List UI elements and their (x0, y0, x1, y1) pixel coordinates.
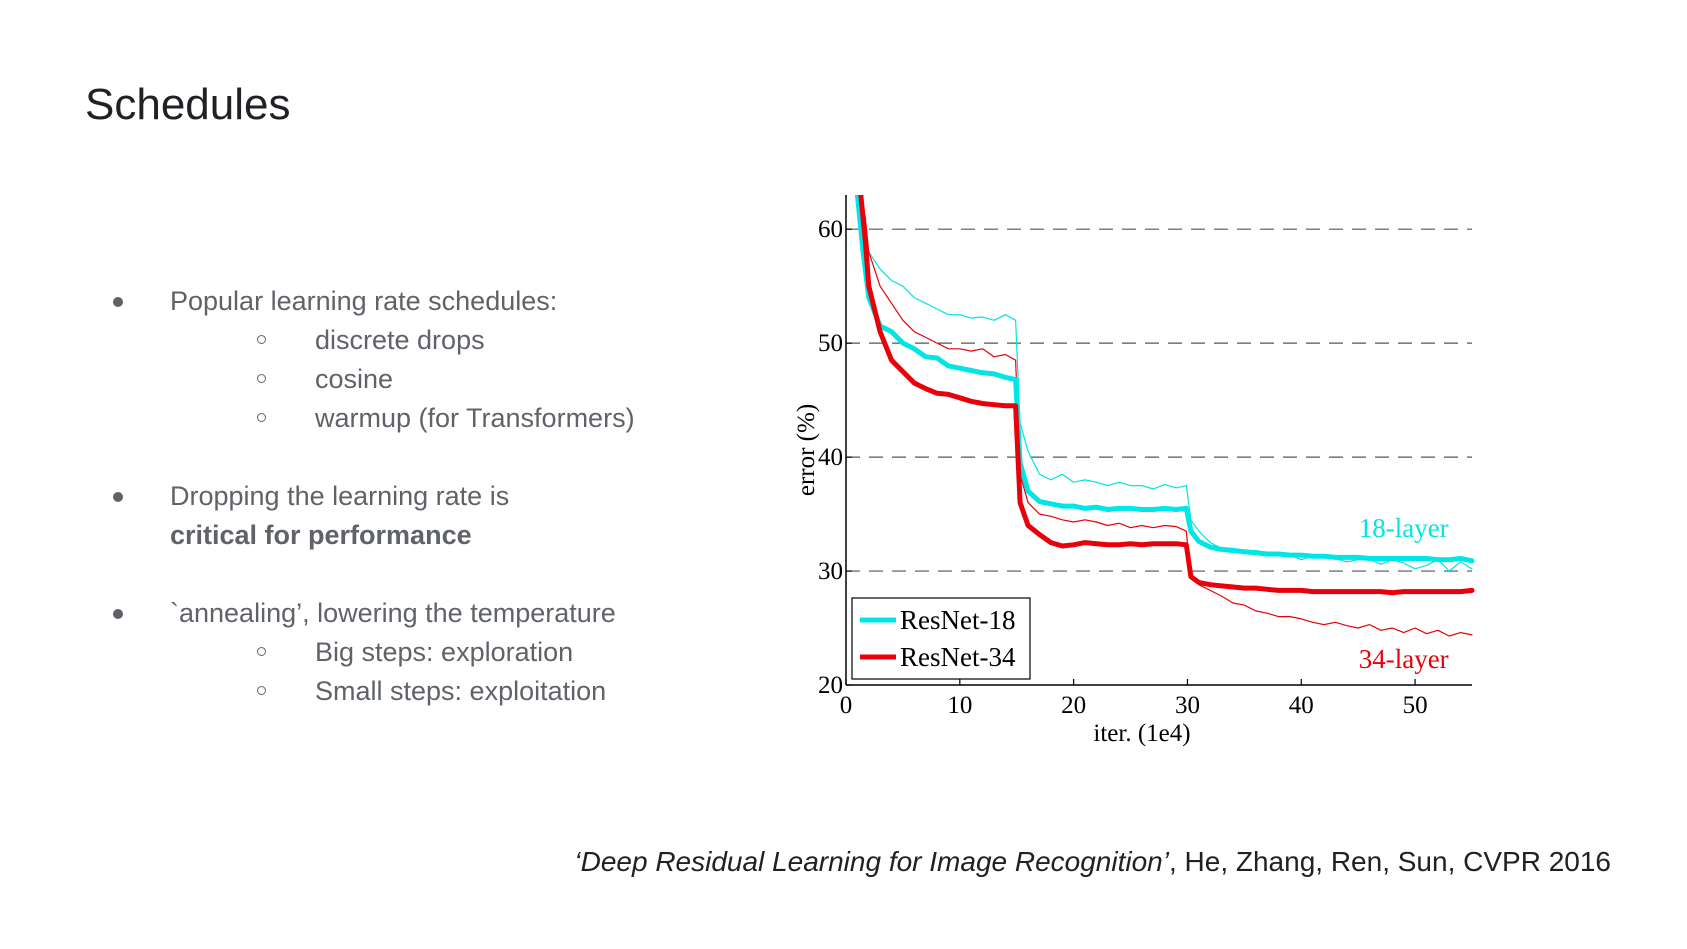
bullet-dot-icon (113, 609, 123, 619)
bullet-item: Dropping the learning rate is critical f… (110, 477, 750, 555)
bullet-item: Popular learning rate schedules: discret… (110, 282, 750, 438)
thin-series-line (860, 195, 1473, 637)
y-tick-label: 40 (818, 444, 843, 471)
sub-bullet-item: cosine (170, 360, 750, 399)
y-tick-label: 30 (818, 558, 843, 585)
y-tick-label: 60 (818, 216, 843, 243)
series-annotation-label: 34-layer (1359, 644, 1449, 674)
x-tick-label: 30 (1175, 692, 1200, 719)
sub-bullet-item: discrete drops (170, 321, 750, 360)
chart-legend: ResNet-18 ResNet-34 (851, 597, 1031, 680)
tick-labels: 20 30 40 50 60 0 10 20 30 40 50 (818, 216, 1428, 719)
hollow-circle-icon (257, 686, 266, 695)
y-axis-label: error (%) (793, 404, 820, 496)
hollow-circle-icon (257, 413, 266, 422)
x-axis-label: iter. (1e4) (1093, 720, 1190, 747)
citation-authors: , He, Zhang, Ren, Sun, CVPR 2016 (1168, 846, 1611, 877)
sub-bullet-text: discrete drops (315, 325, 485, 355)
training-error-chart: 20 30 40 50 60 0 10 20 30 40 50 iter. (1e4) error … (775, 195, 1610, 765)
legend-label: ResNet-34 (900, 642, 1016, 672)
y-tick-label: 50 (818, 330, 843, 357)
thin-series-lines (856, 195, 1473, 637)
series-line (854, 195, 1475, 564)
bullet-list: Popular learning rate schedules: discret… (110, 282, 750, 711)
legend-box (851, 597, 1031, 680)
axes (845, 195, 1472, 686)
sub-bullet-text: warmup (for Transformers) (315, 403, 635, 433)
bullet-dot-icon (113, 297, 123, 307)
sub-bullet-item: Big steps: exploration (170, 633, 750, 672)
bullet-item: `annealing’, lowering the temperature Bi… (110, 594, 750, 711)
sub-bullet-text: Small steps: exploitation (315, 676, 607, 706)
thick-series-lines (854, 195, 1475, 596)
chart-svg: 20 30 40 50 60 0 10 20 30 40 50 iter. (1e4) error … (793, 195, 1475, 747)
y-tick-label: 20 (818, 672, 843, 699)
bullet-text: Popular learning rate schedules: (170, 286, 558, 316)
sub-bullet-text: cosine (315, 364, 394, 394)
sub-bullet-item: Small steps: exploitation (170, 672, 750, 711)
citation: ‘Deep Residual Learning for Image Recogn… (574, 846, 1611, 878)
series-annotation-label: 18-layer (1359, 513, 1449, 543)
x-tick-label: 40 (1289, 692, 1314, 719)
slide-title: Schedules (85, 80, 291, 129)
hollow-circle-icon (257, 335, 266, 344)
grid-lines (846, 228, 1472, 572)
x-tick-label: 10 (947, 692, 972, 719)
citation-paper-title: ‘Deep Residual Learning for Image Recogn… (574, 846, 1169, 877)
bullet-text: Dropping the learning rate is (170, 481, 510, 511)
x-tick-label: 0 (840, 692, 853, 719)
series-line (858, 195, 1475, 596)
bullet-text: `annealing’, lowering the temperature (170, 598, 616, 628)
x-tick-label: 50 (1403, 692, 1428, 719)
sub-bullet-text: Big steps: exploration (315, 637, 574, 667)
bullet-bold-text: critical for performance (170, 520, 472, 550)
series-annotations: 18-layer 34-layer (1359, 513, 1449, 674)
hollow-circle-icon (257, 647, 266, 656)
legend-label: ResNet-18 (900, 605, 1015, 635)
bullet-dot-icon (113, 492, 123, 502)
x-tick-label: 20 (1061, 692, 1086, 719)
sub-bullet-item: warmup (for Transformers) (170, 399, 750, 438)
hollow-circle-icon (257, 374, 266, 383)
